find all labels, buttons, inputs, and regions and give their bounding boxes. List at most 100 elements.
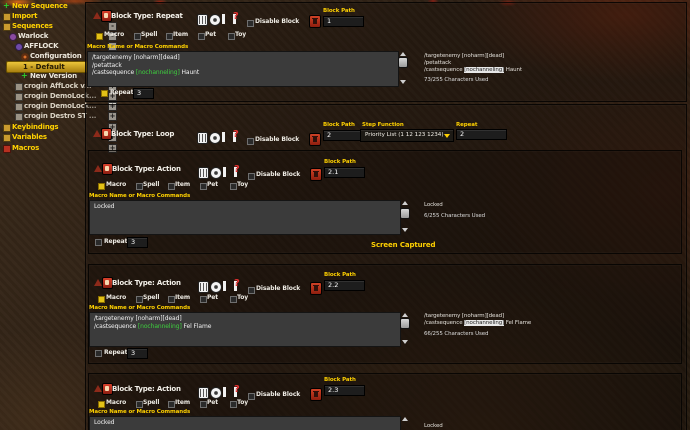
pause-mode-icon[interactable] <box>223 281 237 291</box>
expand-button[interactable]: + <box>108 112 117 121</box>
expand-button[interactable]: + <box>108 102 117 111</box>
loop-mode-icon[interactable] <box>209 132 221 144</box>
toy-checkbox[interactable] <box>230 296 237 303</box>
repeat-mode-icon[interactable] <box>198 281 209 293</box>
block-handle-icon[interactable] <box>94 385 102 392</box>
sidebar-item-sequences[interactable]: Sequences - <box>0 22 118 32</box>
block-path-input[interactable]: 2 <box>323 130 364 141</box>
item-checkbox[interactable] <box>168 296 175 303</box>
block-type-icon[interactable] <box>101 128 112 140</box>
spell-checkbox[interactable] <box>136 401 143 408</box>
block-handle-icon[interactable] <box>94 165 102 172</box>
repeat-mode-icon[interactable] <box>197 132 208 144</box>
textarea-scrollbar[interactable] <box>398 51 408 85</box>
macro-checkbox[interactable] <box>98 296 105 303</box>
repeat-count-input[interactable]: 3 <box>127 348 148 359</box>
loop-mode-icon[interactable] <box>210 387 222 399</box>
disable-block-checkbox[interactable] <box>248 173 255 180</box>
repeat-checkbox[interactable] <box>95 239 102 246</box>
pet-checkbox[interactable] <box>200 183 207 190</box>
repeat-checkbox[interactable] <box>95 350 102 357</box>
repeat-mode-icon[interactable] <box>198 167 209 179</box>
macro-checkbox[interactable] <box>98 183 105 190</box>
help-icon[interactable]: ? <box>234 278 240 289</box>
block-type-icon[interactable] <box>102 163 113 175</box>
pause-mode-icon[interactable] <box>223 387 237 397</box>
item-checkbox[interactable] <box>166 33 173 40</box>
sidebar-item-import[interactable]: Import <box>0 12 118 22</box>
sidebar-item-warlock[interactable]: Warlock - <box>0 32 118 42</box>
toy-checkbox[interactable] <box>230 183 237 190</box>
expand-button[interactable]: + <box>108 144 117 153</box>
pet-checkbox[interactable] <box>200 401 207 408</box>
repeat-mode-icon[interactable] <box>197 14 208 26</box>
spell-checkbox[interactable] <box>134 33 141 40</box>
macro-checkbox[interactable] <box>96 33 103 40</box>
repeat-count-input[interactable]: 2 <box>456 129 507 140</box>
loop-mode-icon[interactable] <box>210 281 222 293</box>
pause-mode-icon[interactable] <box>222 132 236 142</box>
macro-commands-textarea[interactable]: /targetenemy [noharm][dead] /castsequenc… <box>89 312 401 347</box>
pause-mode-icon[interactable] <box>223 167 237 177</box>
delete-block-button[interactable] <box>310 388 322 401</box>
block-path-input[interactable]: 2.3 <box>324 385 365 396</box>
delete-block-button[interactable] <box>310 168 322 181</box>
collapse-button[interactable]: - <box>108 32 117 41</box>
sidebar-item-new-version[interactable]: + New Version <box>0 71 118 82</box>
repeat-checkbox[interactable] <box>101 90 108 97</box>
macro-commands-textarea[interactable]: /targetenemy [noharm][dead] /petattack /… <box>87 51 399 87</box>
textarea-scrollbar[interactable] <box>400 416 409 430</box>
spell-checkbox[interactable] <box>136 296 143 303</box>
sidebar-item-crogin-demolock-2[interactable]: crogin DemoLock... + <box>0 102 118 112</box>
delete-block-button[interactable] <box>309 15 321 28</box>
sidebar-item-macros[interactable]: Macros + <box>0 144 118 154</box>
toy-checkbox[interactable] <box>228 33 235 40</box>
pause-mode-icon[interactable] <box>222 14 236 24</box>
step-function-dropdown[interactable]: Priority List (1 12 123 1234) <box>360 129 454 142</box>
block-handle-icon[interactable] <box>93 130 101 137</box>
loop-mode-icon[interactable] <box>210 167 222 179</box>
collapse-button[interactable]: - <box>108 22 117 31</box>
block-type-icon[interactable] <box>102 277 113 289</box>
block-handle-icon[interactable] <box>94 279 102 286</box>
block-type-icon[interactable] <box>101 10 112 22</box>
toy-checkbox[interactable] <box>230 401 237 408</box>
item-checkbox[interactable] <box>168 183 175 190</box>
macro-commands-textarea[interactable]: Locked <box>89 416 401 430</box>
help-icon[interactable]: ? <box>234 164 240 175</box>
repeat-count-input[interactable]: 3 <box>133 88 154 99</box>
help-icon[interactable]: ? <box>233 129 239 140</box>
macro-checkbox[interactable] <box>98 401 105 408</box>
delete-block-button[interactable] <box>310 282 322 295</box>
block-path-input[interactable]: 1 <box>323 16 364 27</box>
repeat-mode-icon[interactable] <box>198 387 209 399</box>
sidebar-item-configuration[interactable]: Configuration <box>0 52 118 62</box>
loop-mode-icon[interactable] <box>209 14 221 26</box>
sidebar-item-keybindings[interactable]: Keybindings + <box>0 123 118 133</box>
textarea-scrollbar[interactable] <box>400 200 410 233</box>
collapse-button[interactable]: - <box>108 42 117 51</box>
textarea-scrollbar[interactable] <box>400 312 410 345</box>
macro-commands-textarea[interactable]: Locked <box>89 200 401 235</box>
block-path-input[interactable]: 2.2 <box>324 280 365 291</box>
sidebar-item-crogin-demolock-1[interactable]: crogin DemoLock... + <box>0 92 118 102</box>
pet-checkbox[interactable] <box>200 296 207 303</box>
help-icon[interactable]: ? <box>234 384 240 395</box>
block-type-icon[interactable] <box>102 383 113 395</box>
expand-button[interactable]: + <box>108 123 117 132</box>
sidebar-item-variables[interactable]: Variables + <box>0 133 118 143</box>
disable-block-checkbox[interactable] <box>248 393 255 400</box>
sidebar-item-new-sequence[interactable]: + New Sequence <box>0 1 118 12</box>
help-icon[interactable]: ? <box>233 11 239 22</box>
block-path-input[interactable]: 2.1 <box>324 167 365 178</box>
delete-block-button[interactable] <box>309 133 321 146</box>
sidebar-item-afflock[interactable]: AFFLOCK - <box>0 42 118 52</box>
pet-checkbox[interactable] <box>198 33 205 40</box>
expand-button[interactable]: + <box>108 92 117 101</box>
block-handle-icon[interactable] <box>93 12 101 19</box>
spell-checkbox[interactable] <box>136 183 143 190</box>
sidebar-item-default-selected[interactable]: 1 - Default <box>6 61 87 73</box>
sidebar-item-crogin-destro[interactable]: crogin Destro ST ... + <box>0 112 118 122</box>
disable-block-checkbox[interactable] <box>247 20 254 27</box>
item-checkbox[interactable] <box>168 401 175 408</box>
